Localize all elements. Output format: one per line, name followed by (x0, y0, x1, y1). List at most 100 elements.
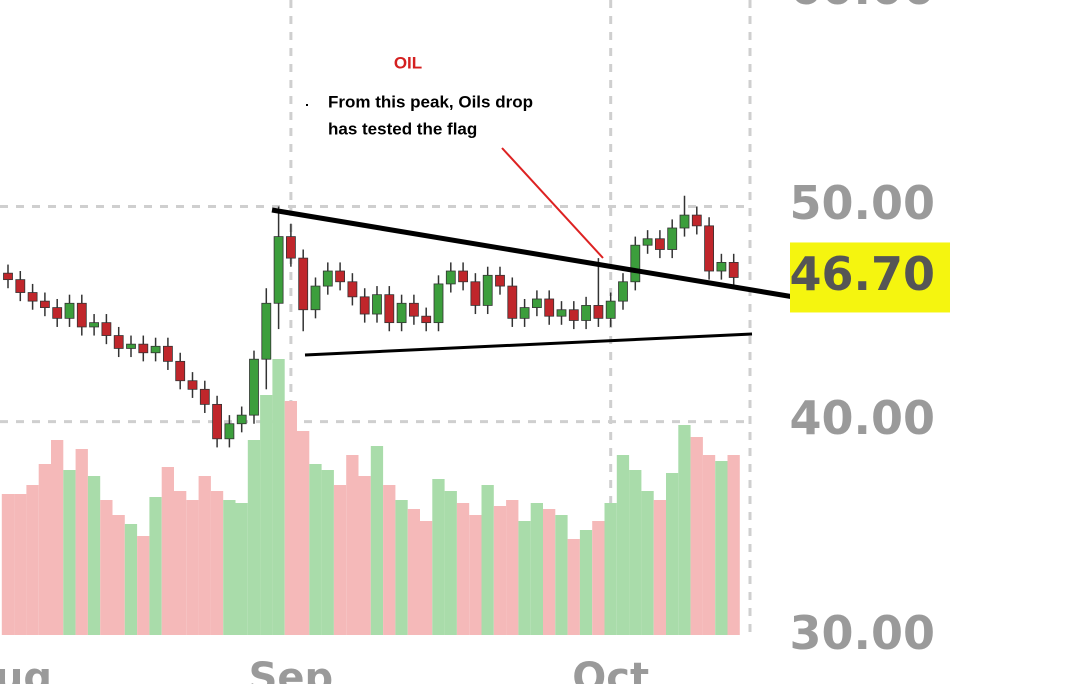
volume-bar (518, 521, 531, 635)
candle-body (310, 285, 321, 311)
volume-bars (1, 359, 740, 635)
volume-bar (592, 521, 605, 635)
volume-bar (137, 536, 150, 635)
volume-bar (309, 464, 322, 635)
candle-body (482, 274, 493, 306)
candle-body (667, 227, 678, 250)
volume-bar (727, 455, 740, 635)
volume-bar (198, 476, 211, 635)
candle-body (40, 300, 50, 308)
volume-bar (14, 494, 27, 635)
y-tick-label: 60.00 (789, 0, 935, 15)
candle-body (507, 285, 518, 319)
volume-bar (543, 509, 556, 635)
candle-body (298, 257, 309, 311)
volume-bar (124, 524, 138, 635)
last-price-box (790, 242, 950, 313)
volume-bar (1, 494, 15, 635)
candle-body (89, 322, 99, 328)
candle-body (421, 315, 432, 324)
candle-body (384, 294, 395, 324)
volume-bar (493, 506, 507, 635)
candle-body (532, 298, 542, 308)
volume-bar (346, 455, 359, 635)
candle-body (236, 414, 247, 425)
volume-bar (678, 425, 691, 635)
candle-body (556, 309, 567, 317)
candle-body (408, 302, 419, 317)
volume-bar (432, 479, 445, 635)
candle-body (15, 279, 26, 293)
volume-bar (506, 500, 519, 635)
volume-bar (87, 476, 101, 635)
candle-body (704, 225, 714, 272)
volume-bar (653, 500, 666, 635)
candle-body (458, 270, 469, 283)
flag-upper-trendline (271, 207, 813, 303)
candle-body (76, 302, 87, 328)
last-price-label: 46.70 (789, 247, 935, 301)
y-tick-label: 50.00 (789, 176, 935, 230)
volume-bar (456, 503, 470, 635)
candle-body (433, 283, 444, 324)
candle-body (630, 244, 641, 283)
candle-body (593, 305, 604, 319)
candle-body (335, 270, 346, 283)
candle-body (212, 403, 223, 440)
volume-bar (321, 470, 334, 635)
candle-body (199, 388, 210, 405)
candle-body (618, 281, 628, 302)
candle-body (519, 307, 530, 319)
volume-bar (444, 491, 457, 635)
volume-bar (567, 539, 580, 635)
volume-bar (112, 515, 125, 635)
candle-body (224, 423, 235, 440)
volume-bar (690, 437, 703, 635)
candle-body (126, 343, 136, 349)
candle-body (113, 335, 124, 349)
x-tick-label: Oct (572, 655, 649, 684)
volume-bar (358, 476, 371, 635)
candle-body (175, 360, 186, 382)
x-tick-label: Aug (0, 655, 52, 684)
candle-body (273, 236, 284, 304)
volume-bar (247, 440, 261, 635)
candle-body (728, 262, 739, 278)
flag-lower-trendline (304, 332, 753, 357)
volume-bar (641, 491, 654, 635)
volume-bar (26, 485, 39, 635)
volume-bar (38, 464, 51, 635)
volume-bar (149, 497, 162, 635)
candle-body (52, 307, 63, 319)
candle-body (445, 270, 456, 285)
candle-body (261, 302, 272, 360)
volume-bar (370, 446, 384, 635)
candle-body (64, 302, 75, 319)
candle-body (3, 272, 13, 281)
y-tick-label: 40.00 (789, 391, 935, 445)
candles (3, 195, 739, 448)
volume-bar (715, 461, 728, 635)
volume-bar (395, 500, 408, 635)
candle-body (285, 236, 296, 259)
dot (306, 104, 308, 106)
x-tick-label: Sep (249, 655, 334, 684)
candle-body (372, 294, 382, 315)
volume-bar (604, 503, 617, 635)
candle-body (138, 343, 149, 354)
candle-body (581, 305, 591, 321)
volume-bar (702, 455, 716, 635)
volume-bar (235, 503, 248, 635)
y-tick-label: 30.00 (789, 606, 935, 660)
volume-bar (63, 470, 76, 635)
volume-bar (407, 509, 420, 635)
candle-body (716, 262, 727, 272)
volume-bar (579, 530, 593, 635)
candle-body (691, 214, 702, 227)
volume-bar (51, 440, 64, 635)
volume-bar (100, 500, 113, 635)
volume-bar (272, 359, 285, 635)
volume-bar (555, 515, 568, 635)
